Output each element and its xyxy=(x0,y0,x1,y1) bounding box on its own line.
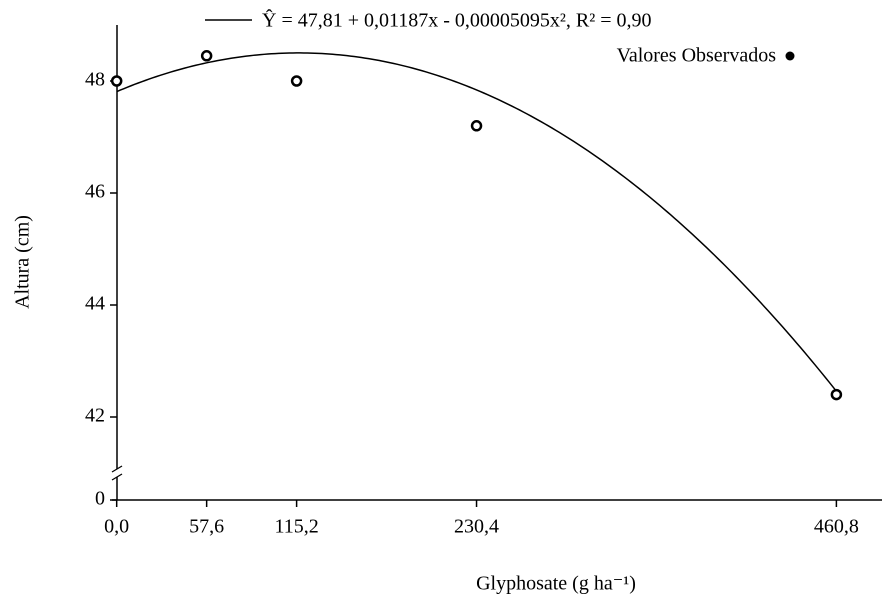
x-tick-label: 460,8 xyxy=(814,516,859,538)
legend-marker xyxy=(785,51,795,61)
x-tick-label: 115,2 xyxy=(274,516,318,538)
data-point xyxy=(830,388,843,401)
x-axis-label: Glyphosate (g ha⁻¹) xyxy=(476,573,636,595)
x-tick-label: 0,0 xyxy=(104,516,129,538)
x-tick-label: 230,4 xyxy=(454,516,499,538)
y-axis-label: Altura (cm) xyxy=(12,215,34,309)
y-tick-label: 0 xyxy=(95,488,105,510)
data-point xyxy=(110,75,123,87)
y-tick-label: 48 xyxy=(85,69,105,91)
data-point xyxy=(200,50,213,62)
fit-curve xyxy=(116,52,837,392)
data-point xyxy=(470,120,483,132)
y-tick-label: 44 xyxy=(85,293,105,315)
legend-label: Valores Observados xyxy=(617,45,777,67)
legend-label: Ŷ = 47,81 + 0,01187x - 0,00005095x², R² … xyxy=(262,9,652,32)
x-tick-label: 57,6 xyxy=(189,516,224,538)
axis-break xyxy=(111,465,123,473)
data-point xyxy=(290,75,303,87)
axis-break xyxy=(111,473,123,481)
y-tick-label: 42 xyxy=(85,405,105,427)
y-tick-label: 46 xyxy=(85,181,105,203)
